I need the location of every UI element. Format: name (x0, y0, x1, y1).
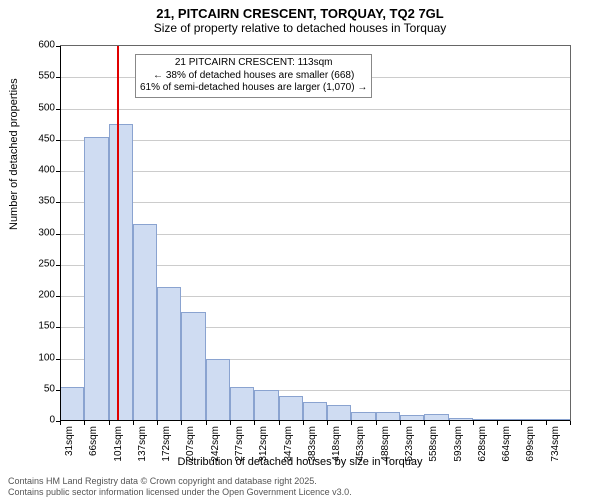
x-tick-mark (327, 421, 328, 425)
chart-title-2: Size of property relative to detached ho… (0, 21, 600, 35)
y-tick-label: 0 (49, 415, 55, 426)
y-tick-label: 550 (38, 71, 55, 82)
bar (60, 387, 84, 421)
x-tick-label: 242sqm (210, 426, 221, 466)
x-tick-mark (84, 421, 85, 425)
bar (327, 405, 351, 421)
x-tick-mark (181, 421, 182, 425)
y-tick-label: 300 (38, 227, 55, 238)
x-tick-mark (230, 421, 231, 425)
x-tick-mark (497, 421, 498, 425)
bar (133, 224, 157, 421)
footer-text: Contains HM Land Registry data © Crown c… (8, 476, 352, 498)
x-tick-label: 66sqm (88, 426, 99, 466)
x-tick-mark (351, 421, 352, 425)
gridline (60, 109, 570, 110)
y-tick-label: 400 (38, 165, 55, 176)
bar (279, 396, 303, 421)
annotation-line-1: 21 PITCAIRN CRESCENT: 113sqm (140, 57, 367, 70)
x-tick-mark (133, 421, 134, 425)
annotation-line-2: ← 38% of detached houses are smaller (66… (140, 70, 367, 83)
annotation-line-3: 61% of semi-detached houses are larger (… (140, 82, 367, 95)
x-tick-mark (570, 421, 571, 425)
x-tick-mark (303, 421, 304, 425)
annotation-box: 21 PITCAIRN CRESCENT: 113sqm← 38% of det… (135, 54, 372, 98)
x-tick-mark (60, 421, 61, 425)
x-tick-label: 664sqm (501, 426, 512, 466)
gridline (60, 140, 570, 141)
x-tick-mark (157, 421, 158, 425)
y-tick-label: 100 (38, 352, 55, 363)
x-tick-label: 523sqm (404, 426, 415, 466)
x-tick-mark (521, 421, 522, 425)
x-tick-mark (424, 421, 425, 425)
x-tick-label: 207sqm (185, 426, 196, 466)
x-tick-label: 312sqm (258, 426, 269, 466)
y-tick-label: 450 (38, 133, 55, 144)
x-tick-label: 628sqm (477, 426, 488, 466)
gridline (60, 202, 570, 203)
bar (230, 387, 254, 421)
x-tick-label: 734sqm (550, 426, 561, 466)
x-tick-mark (206, 421, 207, 425)
x-tick-label: 383sqm (307, 426, 318, 466)
x-tick-mark (546, 421, 547, 425)
chart-title-1: 21, PITCAIRN CRESCENT, TORQUAY, TQ2 7GL (0, 0, 600, 21)
x-tick-label: 277sqm (234, 426, 245, 466)
x-tick-label: 347sqm (283, 426, 294, 466)
y-tick-label: 250 (38, 258, 55, 269)
x-tick-mark (376, 421, 377, 425)
y-axis-label: Number of detached properties (8, 78, 20, 230)
x-tick-label: 488sqm (380, 426, 391, 466)
bar (206, 359, 230, 422)
bar (157, 287, 181, 421)
x-tick-label: 418sqm (331, 426, 342, 466)
x-tick-label: 101sqm (113, 426, 124, 466)
y-axis (60, 46, 61, 421)
x-tick-label: 172sqm (161, 426, 172, 466)
footer-line-1: Contains HM Land Registry data © Crown c… (8, 476, 352, 487)
bar (84, 137, 108, 421)
x-tick-label: 453sqm (355, 426, 366, 466)
y-tick-label: 200 (38, 290, 55, 301)
bar (254, 390, 278, 421)
reference-line (117, 46, 119, 421)
y-tick-label: 350 (38, 196, 55, 207)
plot-area: 21 PITCAIRN CRESCENT: 113sqm← 38% of det… (60, 45, 571, 421)
x-tick-label: 699sqm (525, 426, 536, 466)
bar (109, 124, 133, 421)
y-tick-label: 600 (38, 40, 55, 51)
x-tick-label: 593sqm (453, 426, 464, 466)
bar (181, 312, 205, 421)
x-tick-mark (400, 421, 401, 425)
x-tick-mark (109, 421, 110, 425)
x-axis (60, 420, 570, 421)
x-tick-label: 137sqm (137, 426, 148, 466)
x-tick-label: 31sqm (64, 426, 75, 466)
y-tick-label: 500 (38, 102, 55, 113)
x-tick-mark (279, 421, 280, 425)
x-tick-mark (473, 421, 474, 425)
y-tick-label: 50 (44, 383, 55, 394)
gridline (60, 171, 570, 172)
bar (303, 402, 327, 421)
chart-container: 21, PITCAIRN CRESCENT, TORQUAY, TQ2 7GL … (0, 0, 600, 500)
x-tick-mark (254, 421, 255, 425)
x-tick-mark (449, 421, 450, 425)
footer-line-2: Contains public sector information licen… (8, 487, 352, 498)
x-tick-label: 558sqm (428, 426, 439, 466)
y-tick-label: 150 (38, 321, 55, 332)
